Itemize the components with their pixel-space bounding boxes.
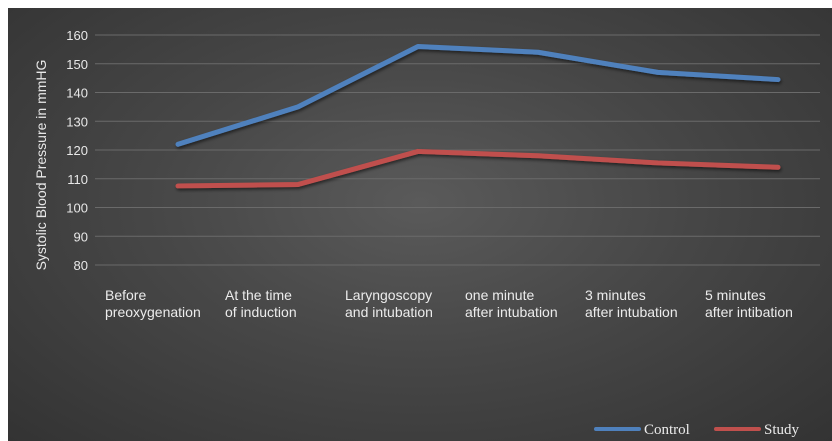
x-category-label-line: Laryngoscopy (345, 287, 432, 303)
y-tick-label-140: 140 (66, 86, 88, 101)
data-point-control-2 (296, 105, 300, 109)
data-point-control-3 (416, 45, 420, 48)
y-tick-label-100: 100 (66, 201, 88, 216)
series-line-control (175, 44, 781, 147)
line-chart: 80 90 100 110 120 130 140 150 160 Beforepreoxyge… (33, 28, 820, 438)
chart-area: 80 90 100 110 120 130 140 150 160 Before preoxyge… (8, 8, 832, 441)
y-axis-title: Systolic Blood Pressure in mmHG (33, 60, 49, 271)
x-category-label-line: after intubation (585, 304, 678, 320)
x-category-label-line: 3 minutes (585, 287, 646, 303)
y-tick-label-150: 150 (66, 57, 88, 72)
series-lines (175, 44, 781, 189)
y-axis-ticks: 80 90 100 110 120 130 140 150 160 (66, 28, 88, 273)
x-category-label-line: 5 minutes (705, 287, 766, 303)
data-point-control-1 (176, 143, 180, 146)
legend: Control Study (594, 422, 800, 438)
data-point-study-5 (656, 161, 660, 165)
x-category-label-line: one minute (465, 287, 534, 303)
data-point-study-6 (776, 166, 780, 169)
data-point-study-4 (536, 154, 540, 157)
data-point-control-5 (656, 71, 660, 74)
data-point-study-1 (176, 184, 180, 188)
x-category-label-line: At the time (225, 287, 292, 303)
data-point-study-3 (416, 150, 420, 153)
y-tick-label-160: 160 (66, 28, 88, 43)
data-point-control-6 (776, 78, 780, 81)
data-point-study-2 (296, 183, 300, 186)
legend-label-study: Study (764, 422, 800, 438)
x-category-label-line: preoxygenation (105, 304, 201, 320)
x-category-label-line: of induction (225, 304, 297, 320)
y-tick-label-80: 80 (74, 258, 88, 273)
x-category-label-line: Before (105, 287, 146, 303)
data-point-control-4 (536, 51, 540, 54)
x-category-label-line: and intubation (345, 304, 433, 320)
gridlines (95, 34, 820, 266)
x-category-label-line: after intubation (465, 304, 558, 320)
y-tick-label-130: 130 (66, 114, 88, 129)
y-tick-label-90: 90 (74, 229, 88, 244)
series-line-study (175, 148, 781, 189)
y-tick-label-110: 110 (67, 172, 88, 187)
y-tick-label-120: 120 (66, 143, 88, 158)
x-category-label-line: after intibation (705, 304, 793, 320)
legend-label-control: Control (644, 422, 690, 438)
